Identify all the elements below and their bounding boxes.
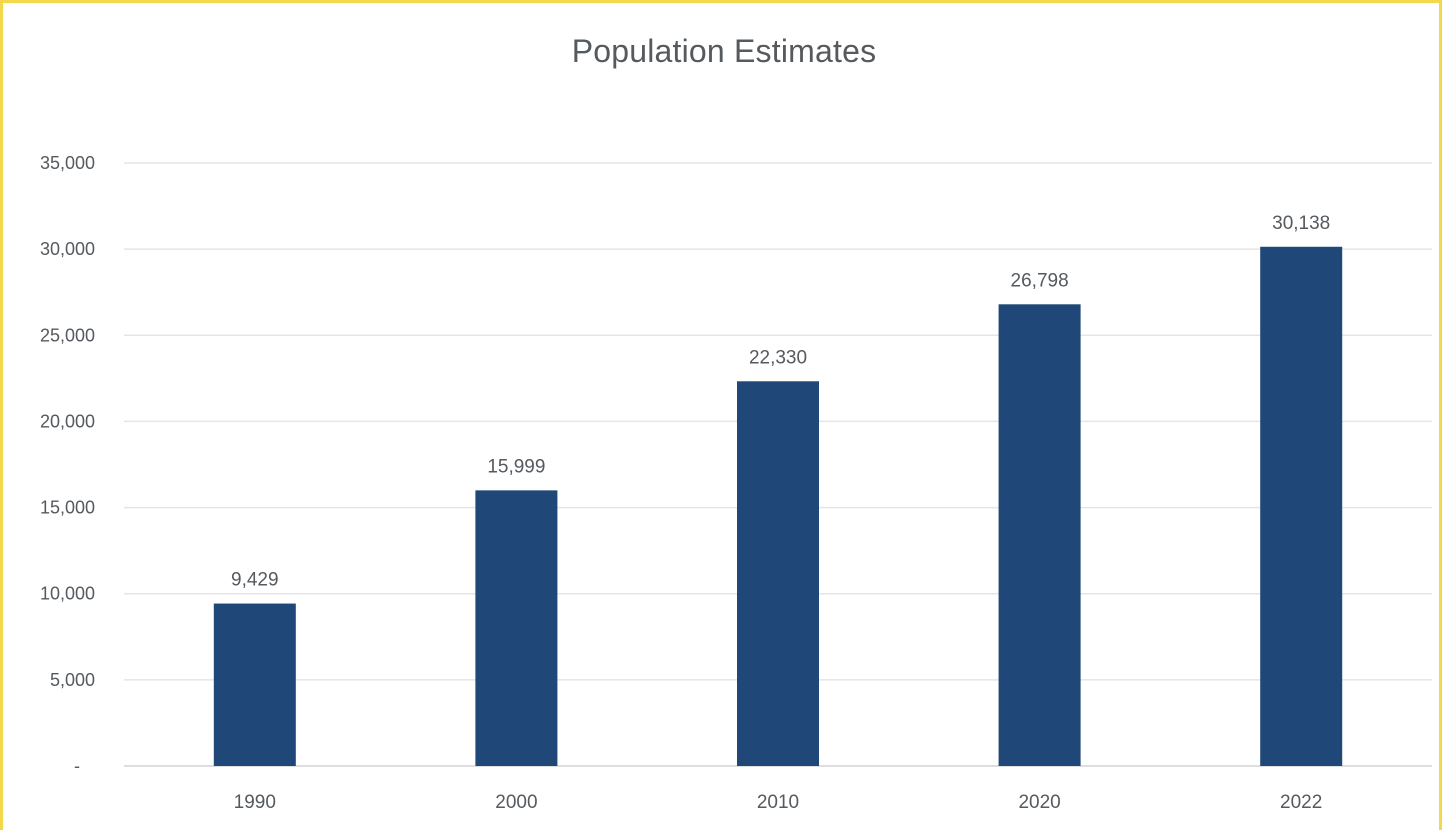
data-label: 26,798	[1011, 270, 1069, 291]
bar-2020	[998, 304, 1081, 766]
data-labels: 9,429 15,999 22,330 26,798 30,138	[231, 213, 1330, 591]
x-category-label: 2000	[495, 792, 537, 813]
chart-title: Population Estimates	[571, 33, 877, 69]
y-axis-tick-labels: - 5,000 10,000 15,000 20,000 25,000 30,000 35,0…	[40, 153, 95, 776]
y-tick-label: 30,000	[40, 239, 95, 259]
data-label: 15,999	[487, 456, 545, 477]
bar-1990	[213, 603, 296, 766]
x-category-label: 1990	[234, 792, 276, 813]
y-tick-label: 25,000	[40, 325, 95, 345]
bar-2022	[1260, 246, 1343, 766]
y-tick-label: -	[74, 756, 80, 776]
data-label: 9,429	[231, 570, 279, 591]
data-label: 22,330	[749, 347, 807, 368]
bar-2000	[475, 490, 558, 766]
bar-2010	[737, 381, 819, 766]
data-label: 30,138	[1272, 213, 1330, 234]
x-category-label: 2010	[757, 792, 799, 813]
y-tick-label: 5,000	[50, 670, 95, 690]
y-tick-label: 15,000	[40, 498, 95, 518]
y-tick-label: 10,000	[40, 584, 95, 604]
x-category-label: 2020	[1018, 792, 1060, 813]
y-tick-label: 20,000	[40, 411, 95, 431]
bars	[213, 246, 1343, 766]
y-tick-label: 35,000	[40, 153, 95, 173]
x-category-label: 2022	[1280, 792, 1322, 813]
x-axis-category-labels: 1990 2000 2010 2020 2022	[234, 792, 1323, 813]
